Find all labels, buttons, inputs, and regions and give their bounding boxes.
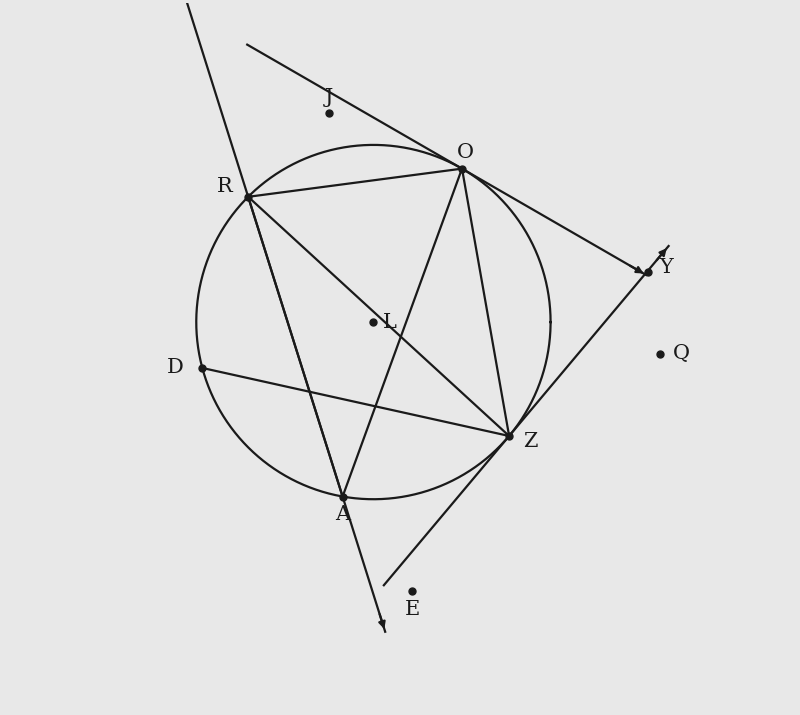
Text: J: J [325, 87, 334, 107]
Text: D: D [167, 358, 184, 378]
Text: E: E [405, 600, 420, 618]
Text: Z: Z [523, 432, 538, 450]
Text: A: A [335, 505, 350, 524]
Text: L: L [382, 312, 396, 332]
Text: O: O [457, 143, 474, 162]
Text: Y: Y [659, 257, 673, 277]
Text: R: R [218, 177, 233, 196]
Text: Q: Q [673, 345, 690, 363]
